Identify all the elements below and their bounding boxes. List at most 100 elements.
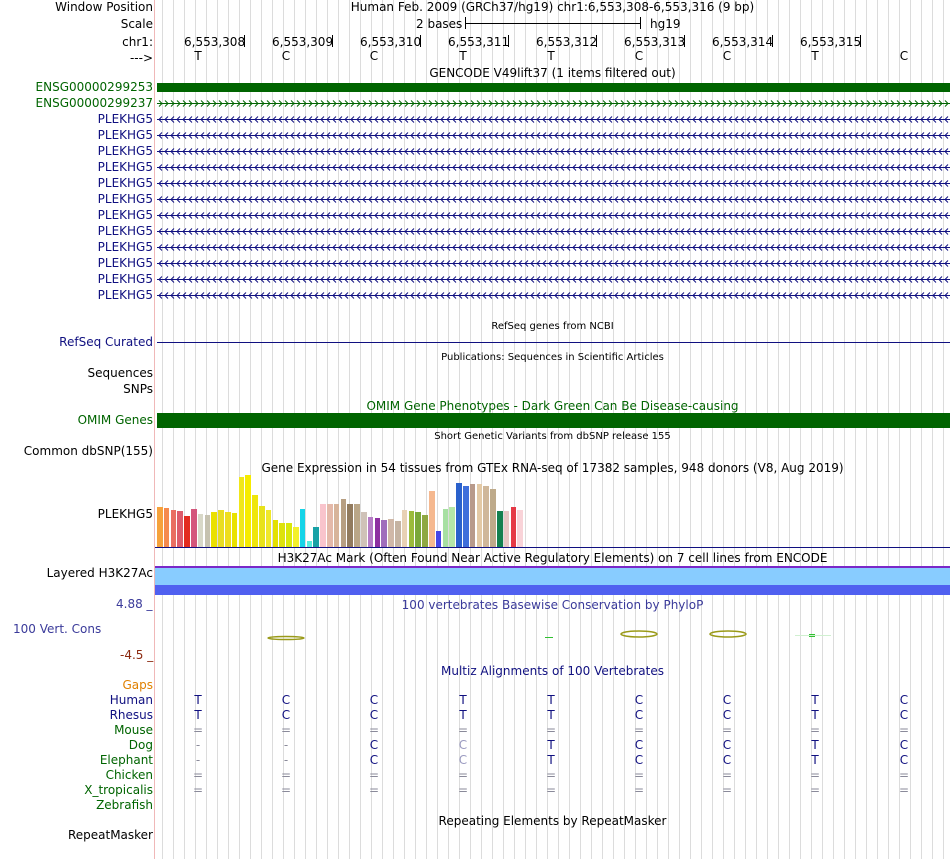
snps-label[interactable]: SNPs — [123, 382, 153, 396]
gtex-tissue-bar[interactable] — [374, 518, 381, 547]
gtex-tissue-bar[interactable] — [245, 475, 251, 547]
phylop-title[interactable]: 100 vertebrates Basewise Conservation by… — [401, 598, 704, 612]
gtex-tissue-bar[interactable] — [422, 515, 428, 547]
gtex-tissue-bar[interactable] — [238, 477, 245, 547]
gtex-tissue-bar[interactable] — [463, 486, 469, 547]
gtex-tissue-bar[interactable] — [259, 506, 265, 547]
multiz-species-label[interactable]: Rhesus — [109, 708, 153, 722]
gtex-tissue-bar[interactable] — [293, 527, 299, 547]
gtex-tissue-bar[interactable] — [191, 509, 197, 547]
gtex-tissue-bar[interactable] — [483, 486, 489, 547]
gtex-tissue-bar[interactable] — [361, 512, 367, 547]
gtex-tissue-bar[interactable] — [218, 510, 224, 547]
gencode-gene-feature[interactable] — [157, 144, 950, 159]
repeatmasker-label[interactable]: RepeatMasker — [67, 828, 153, 842]
gtex-tissue-bar[interactable] — [340, 499, 347, 547]
dbsnp-label[interactable]: Common dbSNP(155) — [23, 444, 153, 458]
gtex-tissue-bar[interactable] — [170, 510, 177, 547]
phylop-signal[interactable] — [155, 626, 950, 646]
gtex-tissue-bar[interactable] — [197, 514, 204, 547]
gtex-tissue-bar[interactable] — [333, 504, 340, 547]
gtex-tissue-bar[interactable] — [184, 516, 190, 547]
gtex-tissue-bar[interactable] — [231, 513, 238, 547]
gencode-gene-label[interactable]: PLEKHG5 — [97, 144, 153, 158]
gaps-label[interactable]: Gaps — [122, 678, 153, 692]
gtex-tissue-bar[interactable] — [476, 484, 483, 547]
gtex-tissue-bar[interactable] — [299, 509, 306, 547]
gencode-title[interactable]: GENCODE V49lift37 (1 items filtered out) — [429, 66, 676, 80]
gencode-gene-label[interactable]: PLEKHG5 — [97, 160, 153, 174]
gtex-tissue-bar[interactable] — [306, 541, 313, 547]
gencode-gene-label[interactable]: PLEKHG5 — [97, 176, 153, 190]
refseq-title[interactable]: RefSeq genes from NCBI — [491, 321, 614, 332]
gencode-gene-feature[interactable] — [157, 240, 950, 255]
h3k27ac-label[interactable]: Layered H3K27Ac — [46, 566, 153, 580]
gencode-gene-label[interactable]: PLEKHG5 — [97, 288, 153, 302]
gtex-tissue-bar[interactable] — [367, 517, 374, 547]
multiz-species-label[interactable]: X_tropicalis — [84, 783, 153, 797]
gtex-tissue-bar[interactable] — [177, 511, 183, 547]
gtex-tissue-bar[interactable] — [157, 507, 163, 547]
gencode-gene-label[interactable]: PLEKHG5 — [97, 112, 153, 126]
gencode-gene-feature[interactable] — [157, 224, 950, 239]
gencode-gene-label[interactable]: PLEKHG5 — [97, 256, 153, 270]
gtex-tissue-bar[interactable] — [442, 509, 449, 547]
gtex-tissue-bar[interactable] — [395, 521, 401, 547]
h3k27ac-layer-light[interactable] — [155, 568, 950, 585]
gtex-tissue-bar[interactable] — [225, 512, 231, 547]
publications-title[interactable]: Publications: Sequences in Scientific Ar… — [441, 352, 664, 363]
h3k27ac-layer-dark[interactable] — [155, 585, 950, 595]
gtex-tissue-bar[interactable] — [313, 527, 319, 547]
gtex-tissue-bar[interactable] — [435, 531, 442, 547]
gencode-gene-label[interactable]: PLEKHG5 — [97, 224, 153, 238]
refseq-label[interactable]: RefSeq Curated — [59, 335, 153, 349]
gtex-tissue-bar[interactable] — [279, 523, 285, 547]
phylop-label[interactable]: 100 Vert. Cons — [13, 622, 102, 636]
multiz-species-label[interactable]: Zebrafish — [96, 798, 153, 812]
gtex-tissue-bar[interactable] — [456, 483, 462, 547]
gencode-gene-label[interactable]: ENSG00000299237 — [35, 96, 153, 110]
gtex-tissue-bar[interactable] — [286, 523, 292, 547]
sequences-label[interactable]: Sequences — [87, 366, 153, 380]
gtex-tissue-bar[interactable] — [381, 520, 387, 547]
gencode-gene-feature[interactable] — [157, 160, 950, 175]
gtex-tissue-bar[interactable] — [320, 504, 326, 547]
multiz-species-label[interactable]: Human — [109, 693, 153, 707]
gencode-gene-label[interactable]: PLEKHG5 — [97, 192, 153, 206]
gtex-tissue-bar[interactable] — [497, 511, 503, 547]
gtex-tissue-bar[interactable] — [354, 504, 360, 547]
gtex-tissue-bar[interactable] — [211, 512, 217, 547]
gencode-gene-label[interactable]: ENSG00000299253 — [35, 80, 153, 94]
gencode-gene-label[interactable]: PLEKHG5 — [97, 208, 153, 222]
gtex-tissue-bar[interactable] — [469, 484, 476, 547]
gtex-tissue-bar[interactable] — [347, 504, 353, 547]
gtex-label[interactable]: PLEKHG5 — [97, 507, 153, 521]
gtex-tissue-bar[interactable] — [517, 510, 523, 547]
gencode-gene-feature[interactable] — [157, 192, 950, 207]
omim-label[interactable]: OMIM Genes — [77, 413, 153, 427]
gencode-gene-label[interactable]: PLEKHG5 — [97, 128, 153, 142]
gtex-tissue-bar[interactable] — [510, 507, 517, 547]
gencode-gene-feature[interactable] — [157, 83, 950, 92]
gtex-tissue-bar[interactable] — [415, 512, 421, 547]
gtex-title[interactable]: Gene Expression in 54 tissues from GTEx … — [261, 461, 844, 475]
gtex-tissue-bar[interactable] — [503, 511, 510, 547]
gtex-tissue-bar[interactable] — [408, 511, 415, 547]
gencode-gene-feature[interactable] — [157, 128, 950, 143]
dbsnp-title[interactable]: Short Genetic Variants from dbSNP releas… — [434, 431, 671, 442]
multiz-species-label[interactable]: Mouse — [114, 723, 153, 737]
gencode-gene-label[interactable]: PLEKHG5 — [97, 272, 153, 286]
gtex-tissue-bar[interactable] — [204, 515, 211, 547]
multiz-title[interactable]: Multiz Alignments of 100 Vertebrates — [440, 664, 665, 678]
omim-bar[interactable] — [157, 413, 950, 428]
gencode-gene-feature[interactable] — [157, 208, 950, 223]
gtex-tissue-bar[interactable] — [163, 508, 170, 547]
multiz-species-label[interactable]: Chicken — [105, 768, 153, 782]
refseq-line[interactable] — [157, 342, 950, 343]
h3k27ac-title[interactable]: H3K27Ac Mark (Often Found Near Active Re… — [277, 551, 828, 565]
repeatmasker-title[interactable]: Repeating Elements by RepeatMasker — [438, 814, 667, 828]
gtex-tissue-bar[interactable] — [388, 519, 394, 547]
gtex-tissue-bar[interactable] — [429, 491, 435, 547]
gencode-gene-feature[interactable] — [157, 96, 950, 111]
gencode-gene-feature[interactable] — [157, 256, 950, 271]
